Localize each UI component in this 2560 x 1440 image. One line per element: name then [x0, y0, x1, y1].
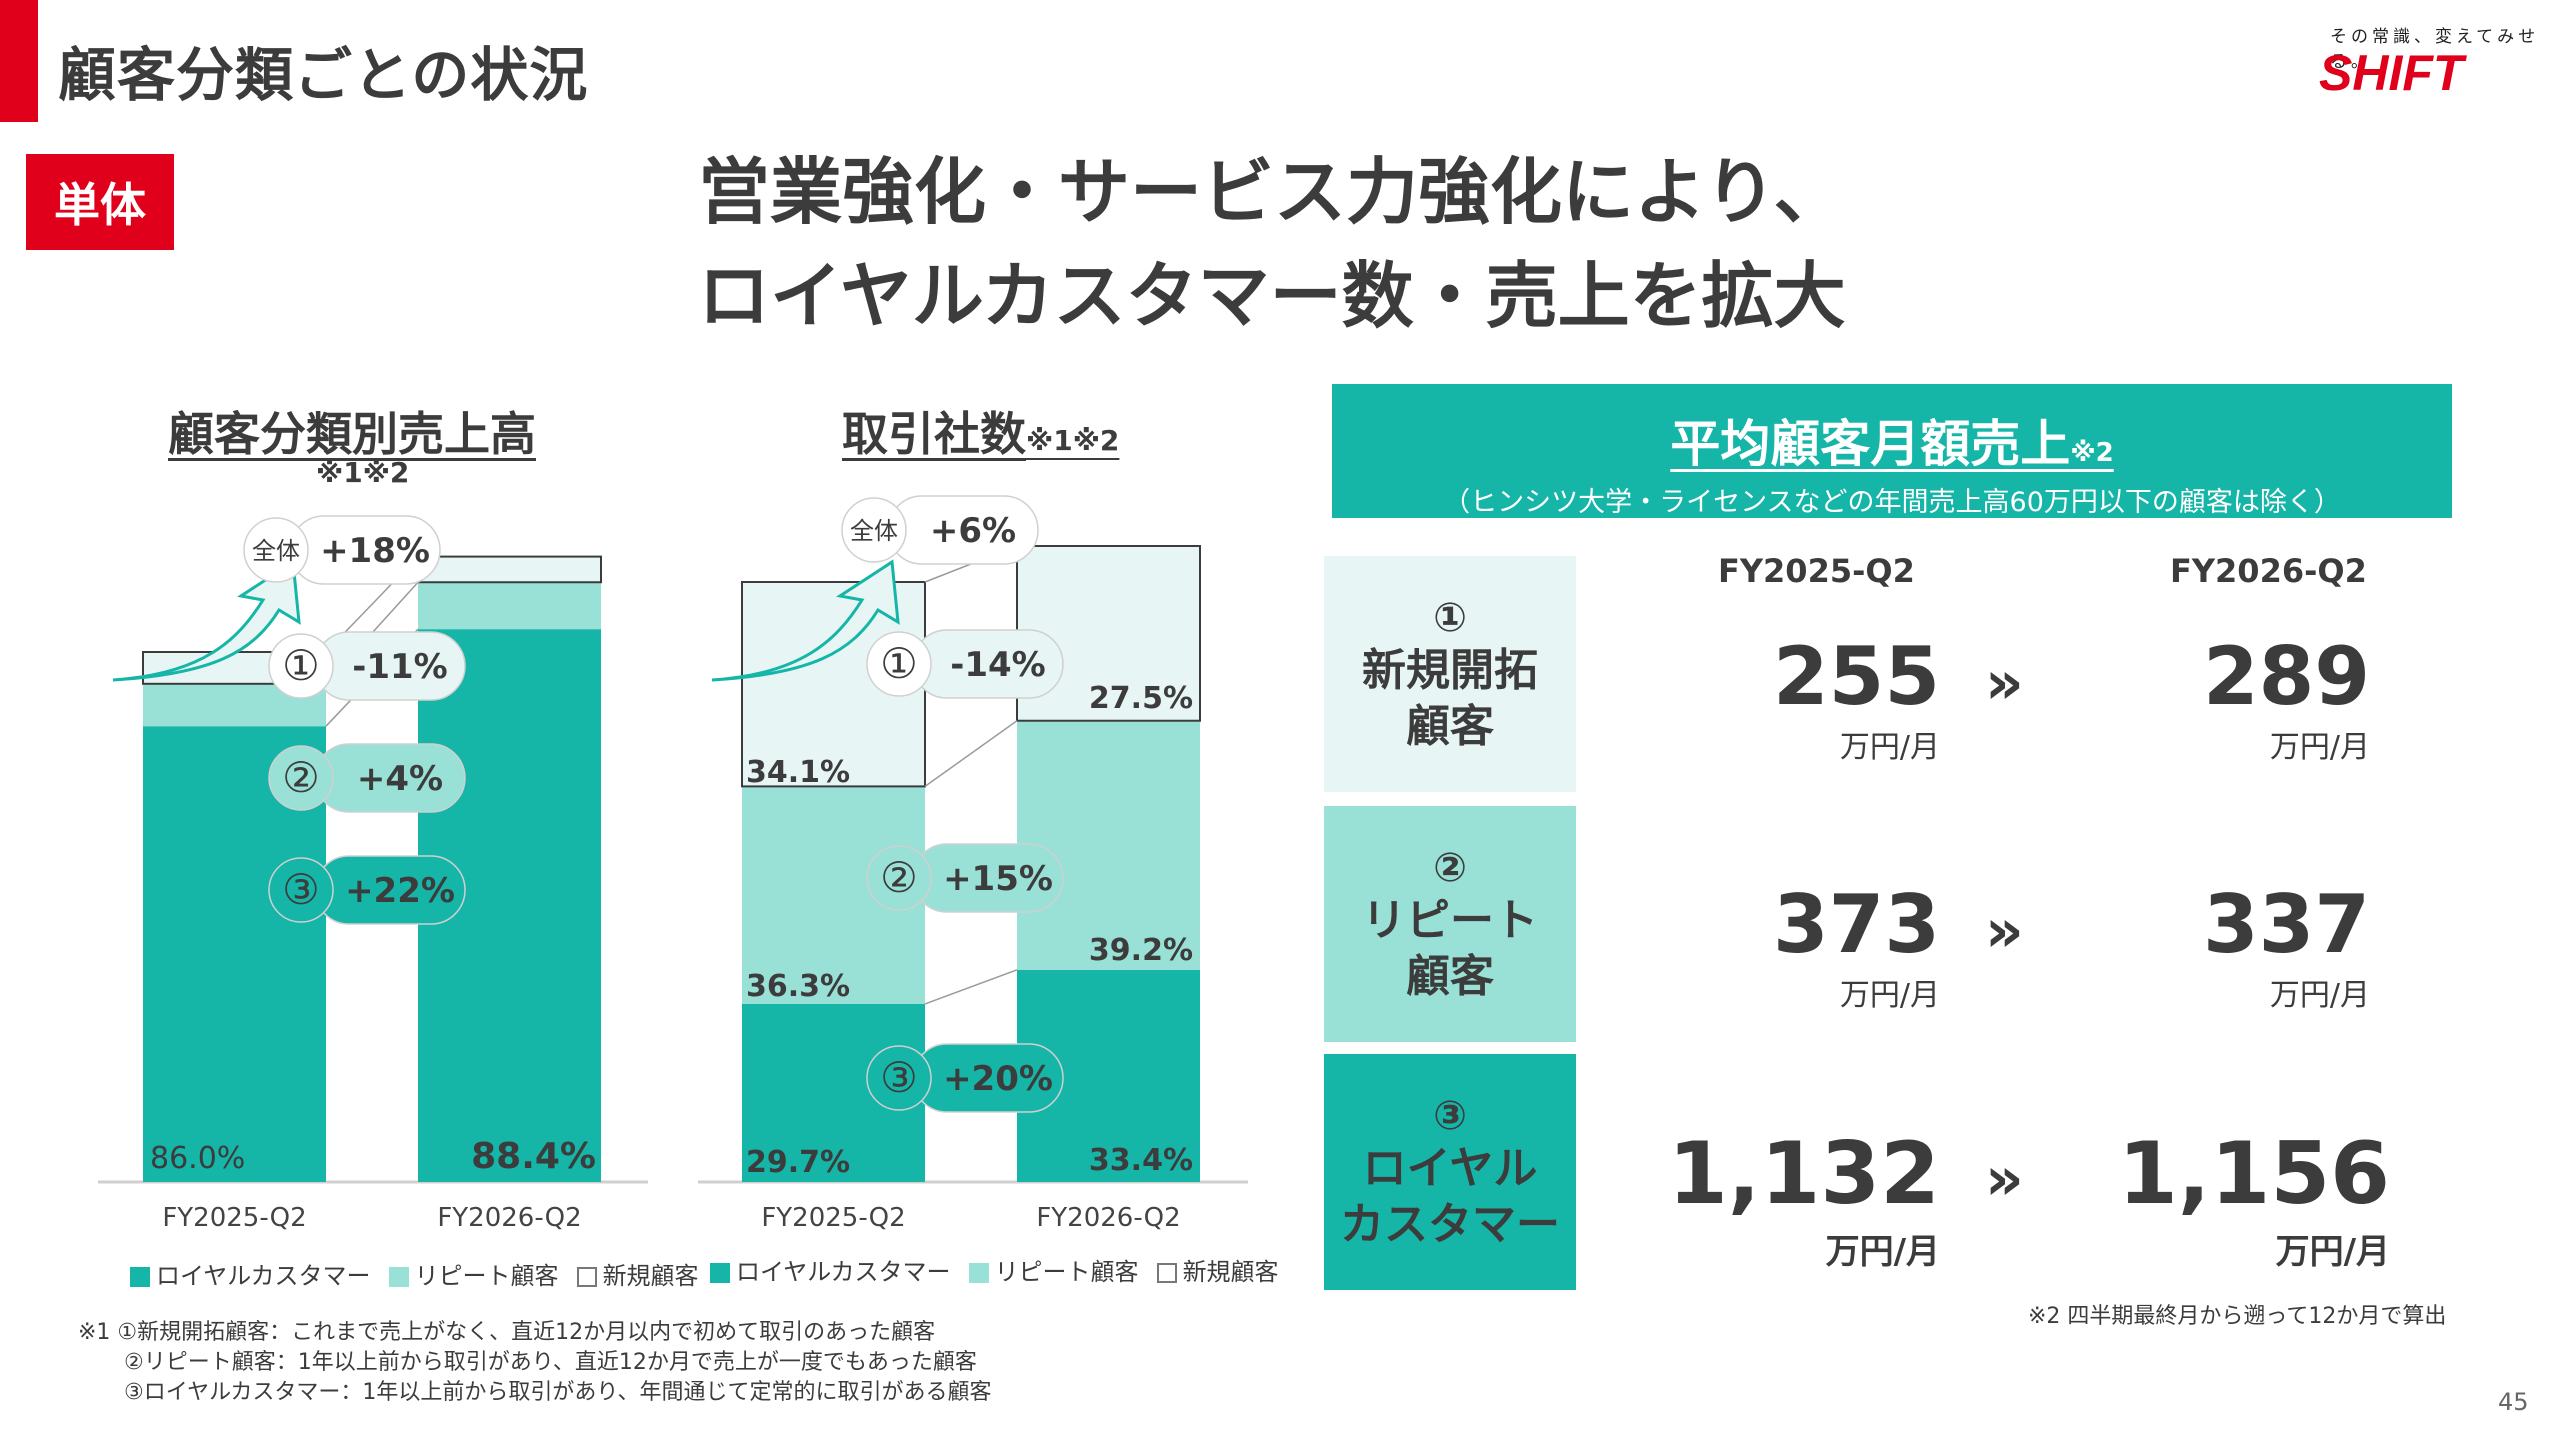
avg-row-royal-unit-2: 万円/月: [2275, 1232, 2390, 1272]
avg-row-new-value-2: 289: [2203, 630, 2370, 723]
footnote-2: ②リピート顧客：1年以上前から取引があり、直近12か月で売上が一度でもあった顧客: [124, 1350, 977, 1375]
chart1-bar-repeat-2: [418, 582, 601, 630]
avg-row-repeat-label: ② リピート 顧客: [1324, 806, 1576, 1042]
chart2-title-note: ※1※2: [1026, 424, 1120, 457]
chart2-bar-repeat-2: [1017, 720, 1200, 970]
chart2-connector-line: [924, 720, 1018, 788]
chart1-callout-value-3: +22%: [345, 871, 455, 911]
chart2-growth-arrow-icon: [711, 559, 900, 682]
chart1-data-label-royal: 86.0%: [150, 1141, 245, 1176]
chart2-legend: ロイヤルカスタマー リピート顧客 新規顧客: [710, 1252, 1279, 1287]
footnote-3: ③ロイヤルカスタマー：1年以上前から取引があり、年間通じて定常的に取引がある顧客: [124, 1380, 992, 1405]
chart2-data-label-new: 34.1%: [746, 755, 850, 790]
chart1-callout-tag-circle-0: [243, 517, 309, 583]
avg-row-new-value-1: 255: [1773, 630, 1940, 723]
page-title: 顧客分類ごとの状況: [58, 41, 589, 109]
legend-item-new: 新規顧客: [576, 1256, 699, 1291]
avg-col-head-1: FY2025-Q2: [1718, 552, 1915, 590]
legend-item-repeat: リピート顧客: [388, 1256, 559, 1291]
avg-row-new-unit-2: 万円/月: [2269, 730, 2370, 765]
avg-col-head-2: FY2026-Q2: [2170, 552, 2367, 590]
headline-line-1: 営業強化・サービス力強化により、: [698, 150, 1846, 234]
standalone-badge: 単体: [26, 154, 174, 250]
chart2-data-label-new: 27.5%: [1089, 681, 1193, 716]
chart2-title-wrap: 取引社数※1※2: [842, 398, 1119, 464]
chart2-callout-value-3: +20%: [943, 1059, 1053, 1099]
chart2-callout-tag-circle-2: [866, 845, 932, 911]
avg-row-royal-arrow: »: [1985, 1144, 2024, 1214]
chart2-connector-line: [924, 969, 1018, 1005]
chart2-title: 取引社数: [842, 407, 1026, 461]
page-number: 45: [2498, 1388, 2529, 1416]
chart1-callout-value-2: +4%: [357, 759, 443, 799]
legend-item-royal: ロイヤルカスタマー: [710, 1252, 951, 1287]
avg-row-repeat-value-1: 373: [1773, 878, 1940, 971]
avg-row-new-label: ① 新規開拓 顧客: [1324, 556, 1576, 792]
chart2-callout-tag-1: ①: [880, 639, 918, 688]
chart1-bar-new-2: [417, 555, 602, 584]
avg-sales-banner: 平均顧客月額売上※2 （ヒンシツ大学・ライセンスなどの年間売上高60万円以下の顧…: [1332, 384, 2452, 518]
chart1-callout-tag-circle-3: [268, 857, 334, 923]
chart1-callout-tag-circle-1: [268, 633, 334, 699]
chart2-callout-value-2: +15%: [943, 859, 1053, 899]
avg-row-royal-value-1: 1,132: [1667, 1124, 1940, 1224]
chart2-x-tick-label: FY2026-Q2: [1036, 1203, 1180, 1233]
charts-canvas: FY2025-Q2 FY2026-Q2 86.0% 88.4% 全体 +18% ① -11% ②…: [98, 495, 1248, 1233]
avg-row-repeat-unit-1: 万円/月: [1839, 978, 1940, 1013]
chart2-callout-tag-circle-3: [866, 1045, 932, 1111]
legend-item-new: 新規顧客: [1156, 1252, 1279, 1287]
chart2-data-label-repeat: 39.2%: [1089, 933, 1193, 968]
chart2-callout-tag-circle-1: [866, 631, 932, 697]
chart2-data-label-repeat: 36.3%: [746, 969, 850, 1004]
chart2-callout-tag-3: ③: [880, 1053, 918, 1102]
chart1-title-note: ※1※2: [316, 456, 410, 489]
headline: 営業強化・サービス力強化により、 ロイヤルカスタマー数・売上を拡大: [698, 140, 1846, 348]
avg-row-new-arrow: »: [1985, 648, 2024, 718]
chart1-title: 顧客分類別売上高: [168, 407, 536, 461]
avg-sales-footnote: ※2 四半期最終月から遡って12か月で算出: [2028, 1304, 2447, 1329]
chart2-callout-tag-circle-0: [841, 497, 907, 563]
chart1-x-tick-label: FY2026-Q2: [437, 1203, 581, 1233]
chart2-data-label-royal: 29.7%: [746, 1145, 850, 1180]
chart1-x-tick-label: FY2025-Q2: [162, 1203, 306, 1233]
chart2-data-label-royal: 33.4%: [1089, 1143, 1193, 1178]
svg-text:SHIFT: SHIFT: [2319, 45, 2468, 101]
legend-item-royal: ロイヤルカスタマー: [130, 1256, 371, 1291]
avg-row-repeat-value-2: 337: [2203, 878, 2370, 971]
chart1-callout-value-0: +18%: [320, 531, 430, 571]
company-tagline: その常識、変えてみせる。: [2330, 27, 2540, 72]
chart1-callout-tag-2: ②: [282, 753, 320, 802]
chart2-x-tick-label: FY2025-Q2: [761, 1203, 905, 1233]
chart1-legend: ロイヤルカスタマー リピート顧客 新規顧客: [130, 1256, 699, 1291]
headline-line-2: ロイヤルカスタマー数・売上を拡大: [698, 254, 1846, 338]
chart1-callout-value-1: -11%: [352, 647, 448, 687]
chart2-callout-tag-0: 全体: [850, 517, 898, 545]
chart1-callout-tag-0: 全体: [252, 537, 300, 565]
chart2-callout-value-1: -14%: [950, 645, 1046, 685]
chart2-callout-value-0: +6%: [930, 511, 1016, 551]
chart1-data-label-royal: 88.4%: [471, 1136, 596, 1177]
avg-row-repeat-unit-2: 万円/月: [2269, 978, 2370, 1013]
footnote-1: ※1 ①新規開拓顧客：これまで売上がなく、直近12か月以内で初めて取引のあった顧…: [78, 1320, 936, 1345]
avg-row-royal-value-2: 1,156: [2117, 1124, 2390, 1224]
avg-sales-title: 平均顧客月額売上※2: [1670, 415, 2114, 473]
avg-row-royal-unit-1: 万円/月: [1825, 1232, 1940, 1272]
chart1-callout-tag-circle-2: [268, 745, 334, 811]
chart1-callout-tag-3: ③: [282, 865, 320, 914]
chart1-callout-tag-1: ①: [282, 641, 320, 690]
chart2-callout-tag-2: ②: [880, 853, 918, 902]
avg-row-royal-label: ③ ロイヤル カスタマー: [1324, 1054, 1576, 1290]
avg-sales-subtitle: （ヒンシツ大学・ライセンスなどの年間売上高60万円以下の顧客は除く）: [1443, 487, 2341, 518]
avg-row-new-unit-1: 万円/月: [1839, 730, 1940, 765]
shift-logo: SHIFT: [2315, 42, 2555, 106]
header-accent-bar: [0, 0, 38, 122]
avg-row-repeat-arrow: »: [1985, 896, 2024, 966]
legend-item-repeat: リピート顧客: [968, 1252, 1139, 1287]
